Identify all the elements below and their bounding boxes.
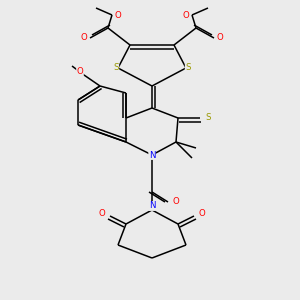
Text: N: N	[149, 202, 155, 211]
Text: O: O	[115, 11, 122, 20]
Text: O: O	[99, 209, 105, 218]
Text: S: S	[113, 64, 119, 73]
Text: S: S	[205, 113, 211, 122]
Text: N: N	[149, 151, 155, 160]
Text: O: O	[81, 34, 87, 43]
Text: O: O	[217, 34, 224, 43]
Text: S: S	[185, 64, 191, 73]
Text: O: O	[199, 209, 206, 218]
Text: O: O	[76, 67, 83, 76]
Text: O: O	[172, 197, 179, 206]
Text: O: O	[183, 11, 189, 20]
